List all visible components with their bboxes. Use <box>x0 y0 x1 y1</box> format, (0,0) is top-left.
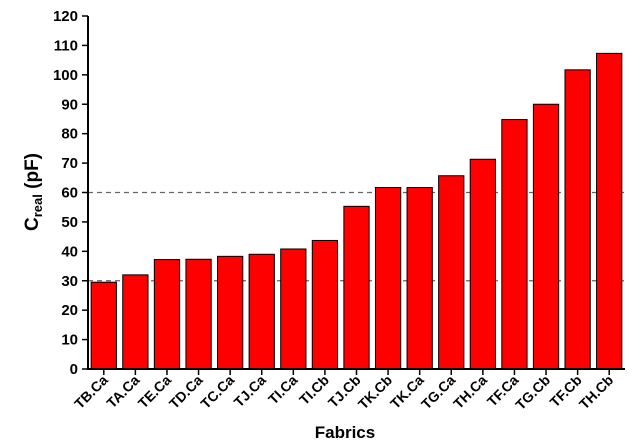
bar <box>311 239 339 370</box>
bar <box>501 119 528 370</box>
x-axis-title: Fabrics <box>315 423 375 442</box>
bar <box>90 281 117 370</box>
y-axis-title-suffix: (pF) <box>22 153 43 194</box>
y-tick-label: 120 <box>53 8 78 25</box>
y-tick-label: 30 <box>61 273 78 290</box>
bar <box>343 205 370 370</box>
y-tick-label: 10 <box>61 332 78 349</box>
y-tick-label: 40 <box>61 243 78 260</box>
bar <box>438 175 465 370</box>
x-tick-label: TH.Ca <box>450 372 490 412</box>
y-tick-label: 60 <box>61 185 78 202</box>
bar <box>122 274 149 370</box>
x-tick-label: TI.Ca <box>265 372 301 408</box>
y-tick-label: 90 <box>61 96 78 113</box>
bar <box>406 186 433 370</box>
y-tick-label: 50 <box>61 214 78 231</box>
x-tick-label: TH.Cb <box>576 372 616 412</box>
x-tick-label: TK.Cb <box>355 372 395 412</box>
bar <box>532 103 560 370</box>
bar <box>469 158 496 370</box>
x-tick-label: TC.Ca <box>197 372 237 412</box>
y-tick-label: 100 <box>53 67 78 84</box>
y-axis-title: Creal (pF) <box>22 153 45 231</box>
y-ticks: 0 10 20 30 40 50 60 70 80 90 100 110 120 <box>53 8 88 378</box>
bar <box>153 259 181 370</box>
x-tick-label: TD.Ca <box>166 372 206 412</box>
x-tick-label: TJ.Ca <box>231 372 269 410</box>
x-tick-label: TA.Ca <box>103 372 142 411</box>
x-ticks: TB.CaTA.CaTE.CaTD.CaTC.CaTJ.CaTI.CaTI.Cb… <box>71 369 616 413</box>
x-tick-label: TG.Ca <box>418 372 459 413</box>
bar <box>185 258 212 370</box>
bars <box>90 52 623 370</box>
y-axis-title-main: C <box>22 217 43 231</box>
y-axis-title-subscript: real <box>30 194 45 217</box>
x-tick-label: TK.Ca <box>387 372 427 412</box>
y-tick-label: 20 <box>61 302 78 319</box>
x-tick-label: TE.Ca <box>135 372 175 412</box>
y-tick-label: 80 <box>61 126 78 143</box>
bar <box>217 255 244 370</box>
bar <box>596 52 623 370</box>
bar <box>564 69 591 370</box>
y-tick-label: 110 <box>54 37 78 54</box>
bar <box>280 248 307 370</box>
y-tick-label: 0 <box>70 361 78 378</box>
y-tick-label: 70 <box>61 155 78 172</box>
bar <box>248 253 275 370</box>
x-tick-label: TG.Cb <box>512 372 553 413</box>
bar <box>374 186 402 370</box>
